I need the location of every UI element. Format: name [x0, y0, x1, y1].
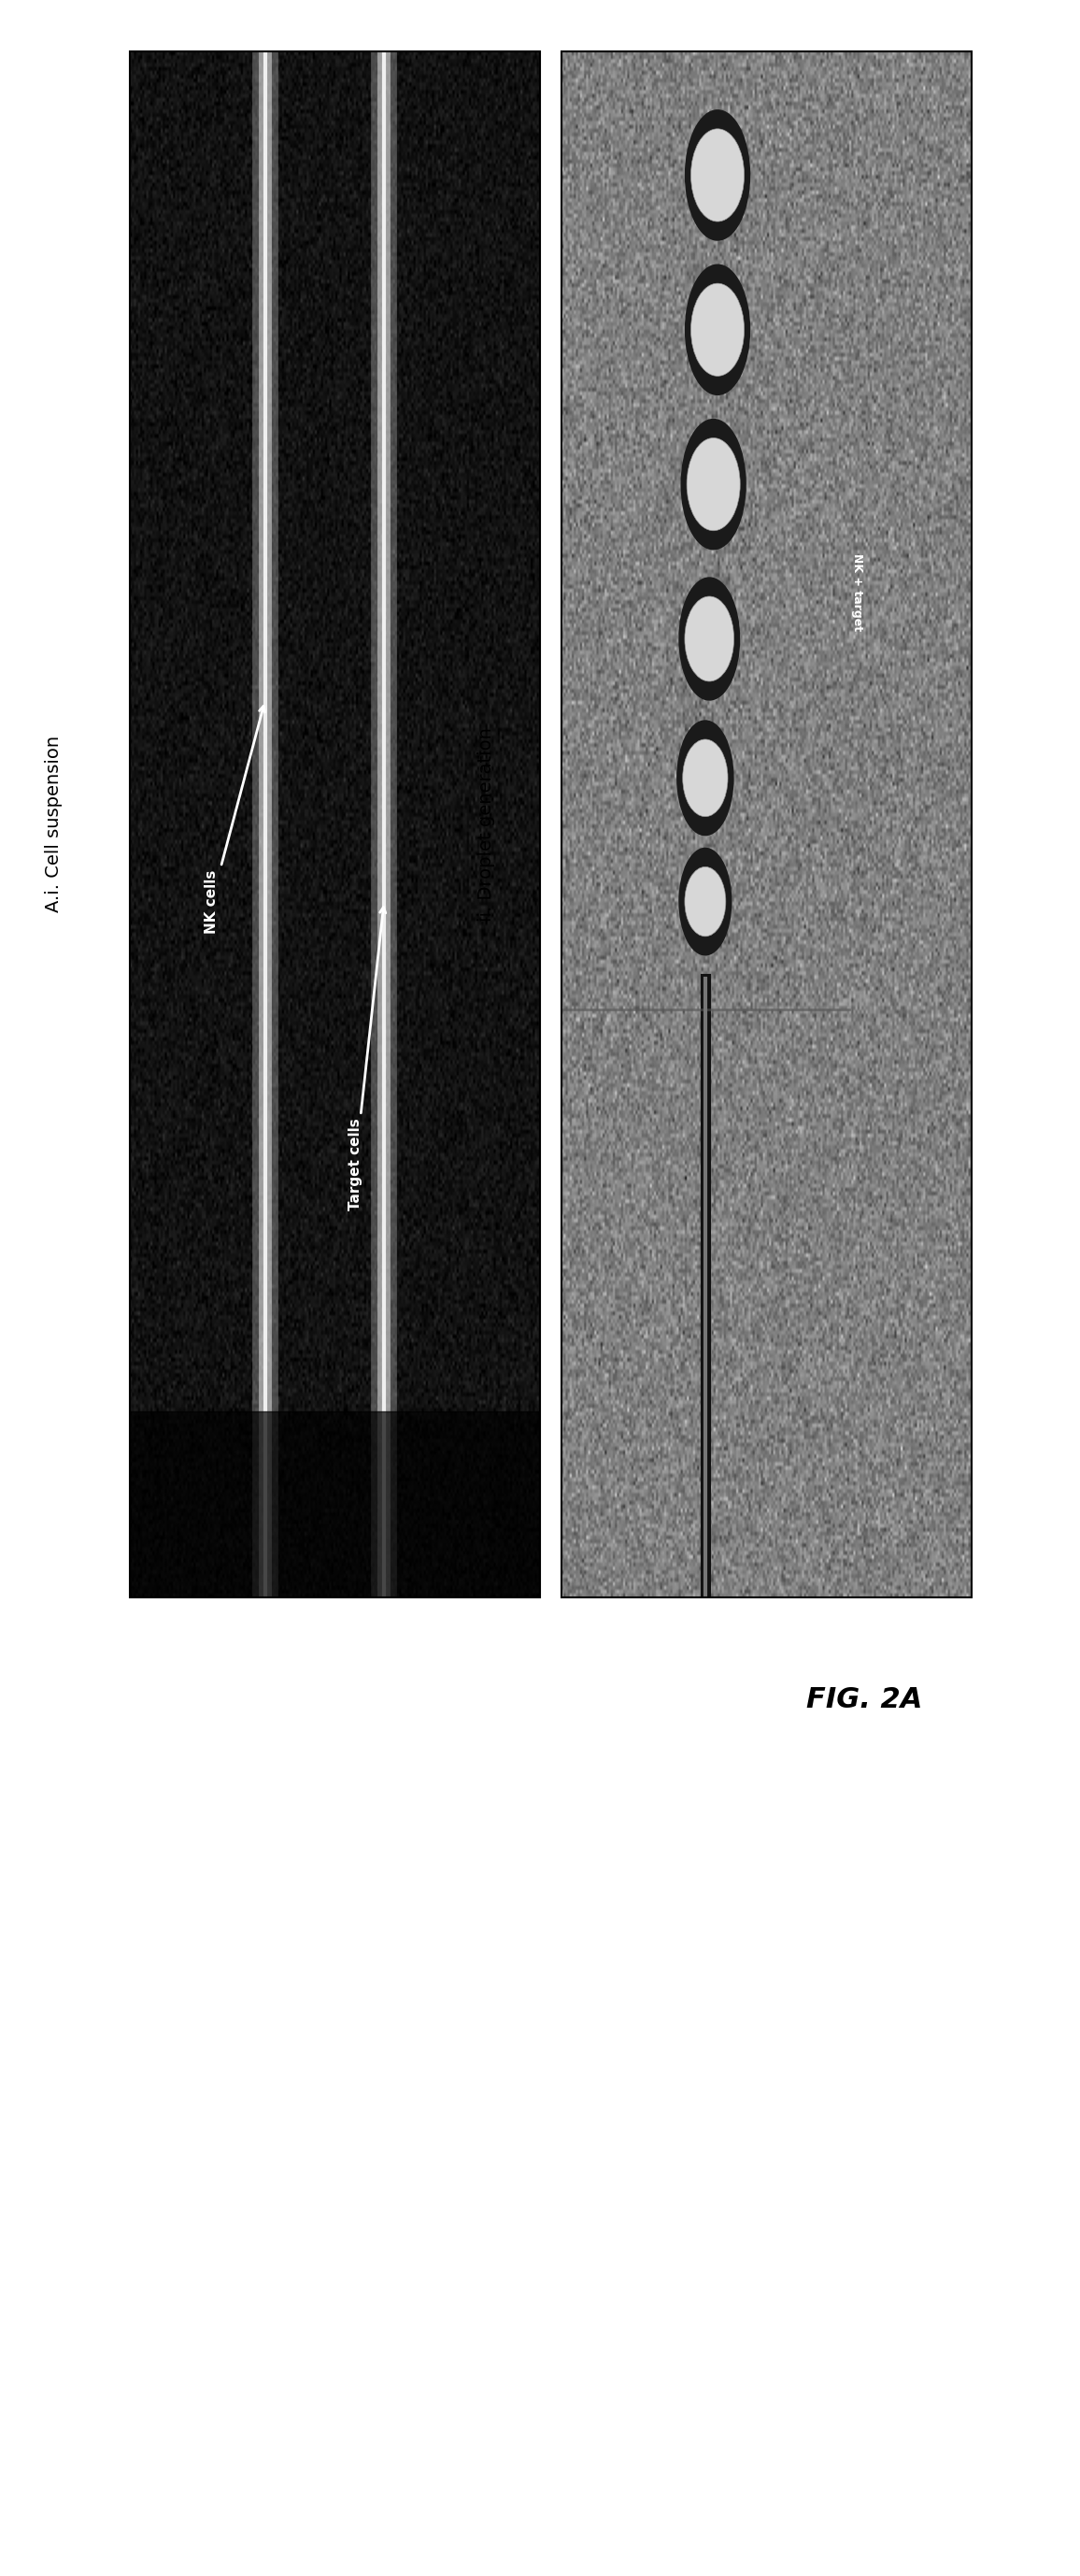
- Ellipse shape: [685, 111, 751, 240]
- Text: NK cells: NK cells: [205, 706, 265, 933]
- Ellipse shape: [685, 866, 726, 935]
- Text: FIG. 2A: FIG. 2A: [806, 1687, 922, 1713]
- Ellipse shape: [691, 283, 744, 376]
- Ellipse shape: [687, 438, 740, 531]
- Ellipse shape: [691, 129, 744, 222]
- Ellipse shape: [676, 719, 734, 835]
- Ellipse shape: [678, 848, 732, 956]
- Ellipse shape: [680, 417, 746, 549]
- Ellipse shape: [678, 577, 740, 701]
- Text: NK + target: NK + target: [851, 554, 863, 631]
- Ellipse shape: [685, 265, 751, 394]
- Ellipse shape: [685, 598, 734, 683]
- Text: A.i. Cell suspension: A.i. Cell suspension: [45, 737, 63, 912]
- Text: Target cells: Target cells: [349, 907, 386, 1211]
- Text: ii. Droplet generation: ii. Droplet generation: [477, 726, 495, 922]
- Ellipse shape: [683, 739, 728, 817]
